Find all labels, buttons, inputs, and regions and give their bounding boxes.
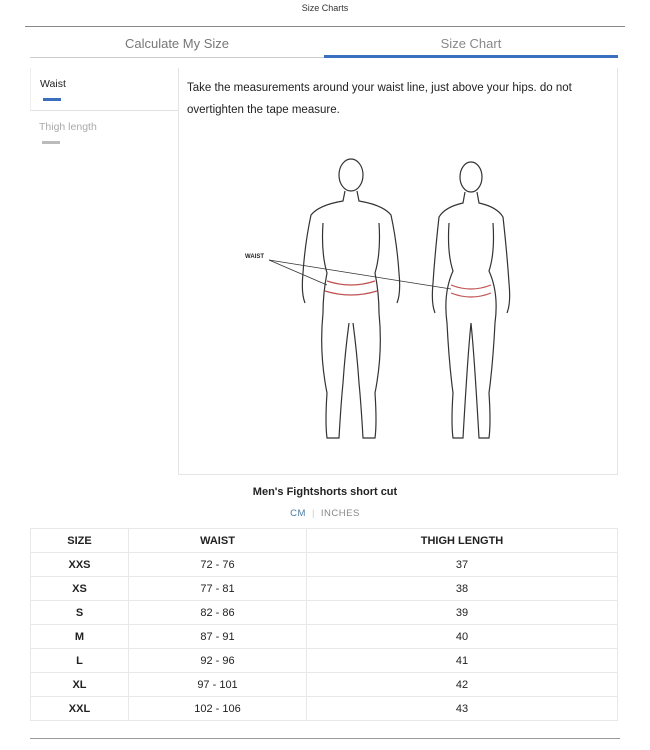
unit-toggle: CM | INCHES bbox=[0, 508, 650, 519]
table-row: S 82 - 86 39 bbox=[30, 600, 618, 625]
thigh-length-cell: 37 bbox=[306, 552, 618, 577]
table-row: L 92 - 96 41 bbox=[30, 648, 618, 673]
table-header-row: SIZE WAIST THIGH LENGTH bbox=[30, 528, 618, 553]
waist-cell: 87 - 91 bbox=[128, 624, 307, 649]
size-cell: XS bbox=[30, 576, 129, 601]
waist-cell: 82 - 86 bbox=[128, 600, 307, 625]
sidebar-item-thigh-length[interactable]: Thigh length bbox=[30, 111, 178, 154]
tab-size-chart[interactable]: Size Chart bbox=[324, 36, 618, 58]
header-thigh-length: THIGH LENGTH bbox=[306, 528, 618, 553]
size-table: SIZE WAIST THIGH LENGTH XXS 72 - 76 37 XS 77… bbox=[30, 528, 618, 721]
inactive-indicator bbox=[42, 141, 60, 144]
size-cell: XXL bbox=[30, 696, 129, 721]
table-row: XXL 102 - 106 43 bbox=[30, 696, 618, 721]
size-cell: S bbox=[30, 600, 129, 625]
thigh-length-cell: 43 bbox=[306, 696, 618, 721]
waist-cell: 77 - 81 bbox=[128, 576, 307, 601]
waist-cell: 72 - 76 bbox=[128, 552, 307, 577]
body-illustration bbox=[268, 158, 511, 439]
waist-cell: 97 - 101 bbox=[128, 672, 307, 697]
sidebar-item-label: Waist bbox=[40, 78, 66, 90]
table-row: M 87 - 91 40 bbox=[30, 624, 618, 649]
tab-calculate-my-size[interactable]: Calculate My Size bbox=[30, 36, 324, 58]
modal-title: Size Charts bbox=[301, 3, 349, 13]
male-figure bbox=[301, 158, 401, 439]
waist-cell: 102 - 106 bbox=[128, 696, 307, 721]
measurement-content: Take the measurements around your waist … bbox=[178, 68, 618, 475]
female-figure bbox=[431, 161, 511, 439]
unit-cm[interactable]: CM bbox=[290, 508, 306, 519]
header-waist: WAIST bbox=[128, 528, 307, 553]
size-cell: M bbox=[30, 624, 129, 649]
measurement-panel: Waist Thigh length Take the measurements… bbox=[30, 68, 618, 475]
waist-cell: 92 - 96 bbox=[128, 648, 307, 673]
waist-label: WAIST bbox=[245, 254, 264, 260]
divider bbox=[25, 26, 625, 27]
table-row: XXS 72 - 76 37 bbox=[30, 552, 618, 577]
thigh-length-cell: 42 bbox=[306, 672, 618, 697]
measurement-sidebar: Waist Thigh length bbox=[30, 68, 178, 154]
measurement-description: Take the measurements around your waist … bbox=[187, 82, 572, 116]
divider bbox=[30, 738, 620, 739]
size-cell: XXS bbox=[30, 552, 129, 577]
size-cell: L bbox=[30, 648, 129, 673]
thigh-length-cell: 38 bbox=[306, 576, 618, 601]
sidebar-item-label: Thigh length bbox=[39, 121, 97, 133]
table-row: XL 97 - 101 42 bbox=[30, 672, 618, 697]
header-size: SIZE bbox=[30, 528, 129, 553]
unit-separator: | bbox=[311, 508, 315, 519]
thigh-length-cell: 39 bbox=[306, 600, 618, 625]
product-title: Men's Fightshorts short cut bbox=[252, 486, 398, 498]
sidebar-item-waist[interactable]: Waist bbox=[30, 68, 178, 111]
active-indicator bbox=[43, 98, 61, 101]
table-row: XS 77 - 81 38 bbox=[30, 576, 618, 601]
thigh-length-cell: 40 bbox=[306, 624, 618, 649]
tabs: Calculate My Size Size Chart bbox=[30, 36, 618, 58]
thigh-length-cell: 41 bbox=[306, 648, 618, 673]
unit-inches[interactable]: INCHES bbox=[320, 508, 360, 519]
size-cell: XL bbox=[30, 672, 129, 697]
